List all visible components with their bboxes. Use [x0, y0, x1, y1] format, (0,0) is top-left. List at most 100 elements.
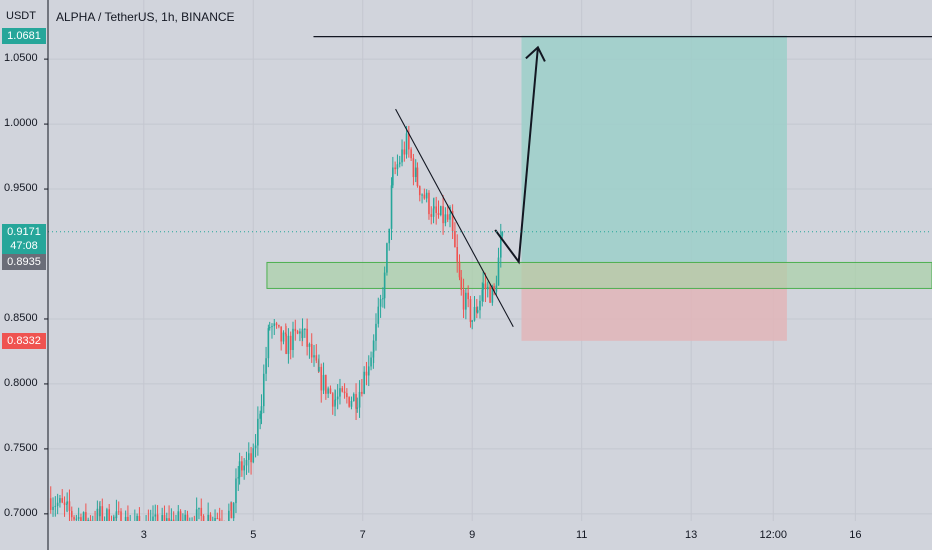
candle-body — [383, 272, 386, 299]
candle-body — [423, 194, 426, 199]
candle-body — [82, 512, 85, 522]
target-price-tag: 1.0681 — [2, 27, 46, 44]
candle-body — [195, 509, 198, 530]
currency-unit: USDT — [6, 10, 36, 22]
candle-body — [292, 328, 294, 351]
candle-body — [352, 394, 355, 402]
candle-body — [73, 517, 75, 520]
candle-body — [363, 371, 365, 394]
candle-body — [482, 283, 484, 290]
candle-body — [396, 164, 399, 170]
candle-body — [99, 506, 101, 517]
candle-body — [456, 247, 459, 262]
x-tick-label: 16 — [849, 529, 862, 541]
candle-body — [106, 509, 108, 522]
candle-body — [329, 388, 332, 394]
stop-price-tag: 0.8332 — [2, 332, 46, 349]
candle-body — [68, 501, 71, 511]
candle-body — [388, 228, 391, 244]
candle-body — [243, 465, 245, 471]
candle-body — [250, 453, 252, 463]
candle-body — [370, 357, 372, 367]
candle-body — [304, 328, 306, 330]
candle-body — [416, 167, 419, 187]
candle-body — [379, 299, 382, 307]
y-tick-label: 0.8000 — [4, 376, 38, 389]
candle-body — [101, 506, 104, 523]
candle-body — [412, 158, 415, 178]
candle-body — [259, 413, 261, 419]
candle-body — [497, 257, 500, 286]
candle-body — [271, 326, 273, 328]
y-tick-label: 0.7500 — [4, 441, 38, 454]
candle-body — [465, 292, 467, 310]
candle-body — [278, 324, 280, 327]
candle-body — [410, 149, 412, 159]
x-tick-label: 12:00 — [759, 529, 788, 541]
candle-body — [275, 323, 278, 325]
candle-body — [435, 206, 437, 214]
candle-body — [287, 335, 290, 354]
candle-body — [161, 515, 163, 527]
candle-body — [358, 391, 361, 408]
candle-body — [471, 320, 474, 322]
candle-body — [228, 510, 230, 523]
candle-body — [454, 231, 456, 248]
y-tick-label: 1.0000 — [4, 117, 38, 130]
candle-body — [152, 516, 154, 522]
candle-body — [318, 366, 320, 372]
candle-body — [237, 477, 240, 479]
candle-body — [430, 214, 433, 217]
candle-body — [367, 366, 370, 376]
candle-body — [296, 331, 299, 334]
candle-body — [163, 515, 166, 521]
candle-body — [299, 331, 301, 334]
candle-body — [469, 299, 472, 322]
candle-body — [425, 192, 428, 199]
candle-body — [308, 343, 311, 347]
candle-body — [280, 326, 282, 342]
entry-price-value: 0.8935 — [7, 256, 41, 269]
candle-body — [449, 214, 451, 220]
candle-body — [184, 514, 186, 521]
y-tick-label: 1.0500 — [4, 52, 38, 65]
candle-body — [421, 194, 423, 196]
x-tick-label: 11 — [575, 529, 588, 541]
candle-body — [247, 453, 250, 460]
candle-body — [268, 327, 271, 329]
candle-body — [75, 518, 78, 520]
x-tick-label: 7 — [359, 529, 366, 541]
y-tick-label: 0.8500 — [4, 311, 38, 324]
axis-bottom-bg — [0, 521, 932, 550]
stop-price-value: 0.8332 — [7, 334, 41, 347]
candle-body — [451, 210, 454, 232]
candle-body — [350, 401, 353, 407]
candle-body — [252, 448, 255, 463]
candle-body — [294, 328, 297, 332]
candle-body — [262, 373, 265, 407]
candle-body — [52, 506, 54, 510]
candle-body — [339, 388, 341, 397]
candle-body — [418, 186, 421, 196]
candle-body — [179, 511, 182, 523]
candle-body — [245, 459, 248, 466]
candle-body — [473, 306, 476, 321]
candle-body — [433, 206, 435, 209]
candle-body — [346, 393, 348, 398]
y-tick-label: 0.7000 — [4, 506, 38, 519]
position-zones — [266, 35, 932, 341]
candle-body — [138, 515, 141, 525]
candle-body — [154, 514, 157, 517]
candle-body — [54, 505, 57, 507]
arrow-head-icon — [525, 45, 546, 62]
candle-body — [85, 512, 87, 525]
candle-body — [489, 286, 491, 303]
candle-body — [361, 391, 363, 394]
x-tick-label: 3 — [140, 529, 147, 541]
candle-body — [446, 214, 449, 220]
symbol-title[interactable]: ALPHA / TetherUS, 1h, BINANCE — [56, 10, 235, 24]
profit-zone — [521, 35, 787, 263]
candle-body — [230, 502, 233, 519]
